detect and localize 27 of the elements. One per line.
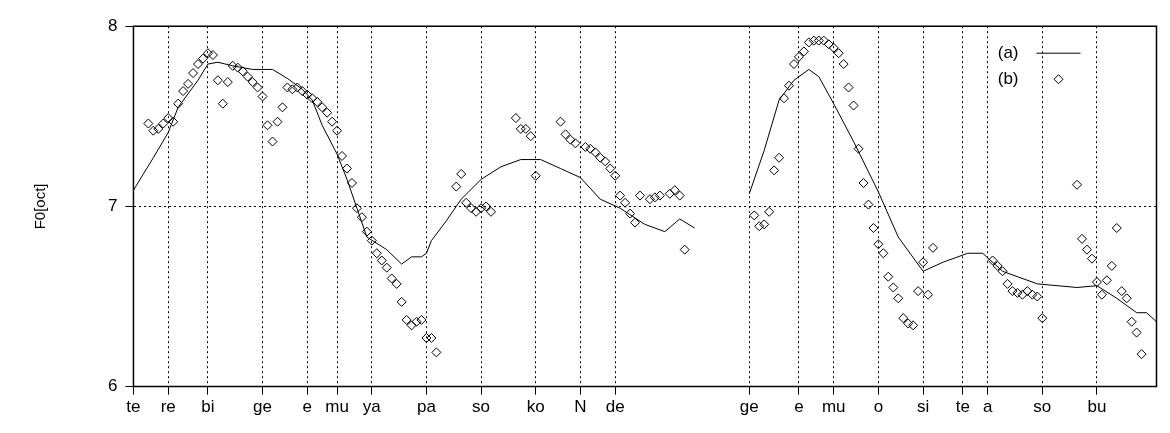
x-tick-label: mu [325, 397, 349, 417]
x-tick-label: re [160, 397, 176, 417]
legend-label: (b) [997, 68, 1019, 88]
x-tick-label: te [955, 397, 970, 417]
y-axis-title: F0[oct] [31, 183, 49, 230]
x-tick-label: so [472, 397, 491, 417]
legend-label: (a) [997, 42, 1019, 62]
x-tick-label: ya [362, 397, 382, 417]
y-tick-label: 6 [107, 376, 118, 396]
x-tick-label: e [794, 397, 804, 417]
x-tick-label: so [1033, 397, 1052, 417]
x-tick-label: o [873, 397, 884, 417]
x-tick-label: si [916, 397, 930, 417]
x-tick-label: de [605, 397, 625, 417]
x-tick-label: pa [417, 397, 437, 417]
x-tick-label: e [302, 397, 313, 417]
x-tick-label: ge [739, 397, 759, 417]
y-tick-label: 7 [107, 196, 118, 216]
x-tick-label: N [574, 397, 587, 417]
x-tick-label: a [982, 397, 993, 417]
x-tick-label: te [126, 397, 141, 417]
x-tick-label: bi [201, 397, 215, 417]
x-tick-label: ko [526, 397, 545, 417]
x-tick-label: ge [253, 397, 273, 417]
x-tick-label: bu [1087, 397, 1107, 417]
y-tick-label: 8 [107, 15, 118, 35]
x-tick-label: mu [821, 397, 846, 417]
